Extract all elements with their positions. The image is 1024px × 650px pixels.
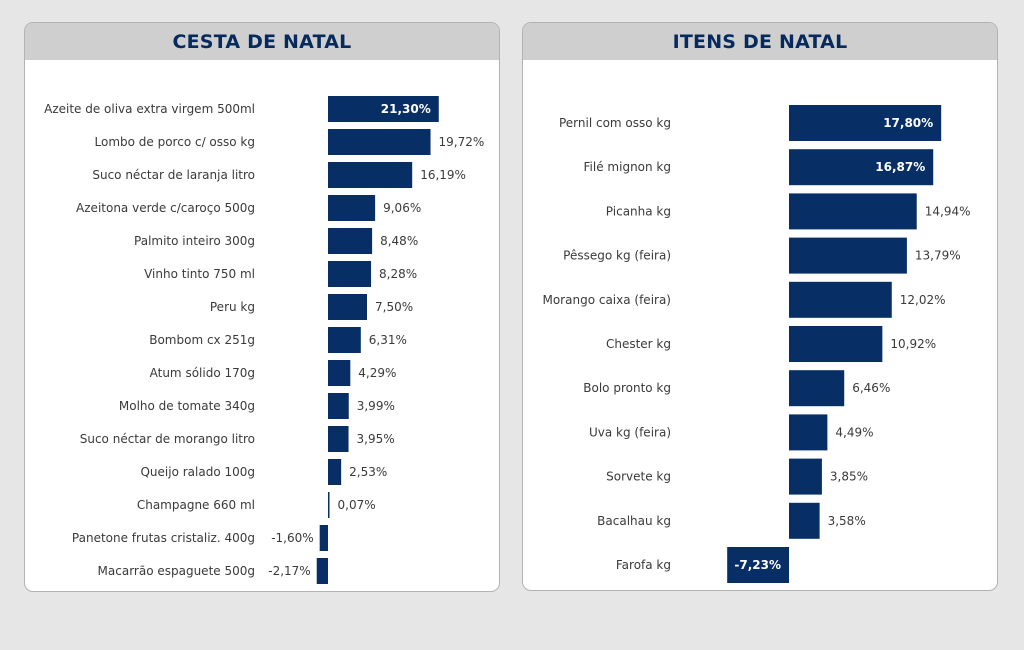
bar-bacalhau-kg[interactable] bbox=[789, 502, 820, 539]
bar-bolo-pronto-kg[interactable] bbox=[789, 370, 845, 407]
bar-morango-caixa-feira[interactable] bbox=[789, 281, 892, 318]
bar-chester-kg[interactable] bbox=[789, 326, 883, 362]
category-label-uva-kg-feira: Uva kg (feira) bbox=[589, 425, 671, 439]
bar-pernil-com-osso-kg[interactable] bbox=[789, 105, 942, 141]
data-label-azeite-de-oliva-extra-virgem-500ml: 21,30% bbox=[381, 102, 431, 116]
data-label-suco-nectar-de-morango-litro: 3,95% bbox=[357, 432, 395, 446]
category-label-suco-nectar-de-laranja-litro: Suco néctar de laranja litro bbox=[92, 168, 255, 182]
data-label-chester-kg: 10,92% bbox=[890, 337, 936, 351]
category-label-farofa-kg: Farofa kg bbox=[616, 558, 671, 572]
bar-champagne-660-ml[interactable] bbox=[328, 492, 330, 518]
bar-file-mignon-kg[interactable] bbox=[789, 149, 934, 186]
category-label-chester-kg: Chester kg bbox=[606, 337, 671, 351]
category-label-panetone-frutas-cristaliz-400g: Panetone frutas cristaliz. 400g bbox=[72, 531, 255, 545]
category-label-lombo-de-porco-c-osso-kg: Lombo de porco c/ osso kg bbox=[95, 135, 256, 149]
category-label-azeitona-verde-c-caroco-500g: Azeitona verde c/caroço 500g bbox=[76, 201, 255, 215]
data-label-uva-kg-feira: 4,49% bbox=[835, 425, 873, 439]
bar-lombo-de-porco-c-osso-kg[interactable] bbox=[328, 129, 431, 155]
bar-chart-cesta-de-natal: Azeite de oliva extra virgem 500ml 21,30%… bbox=[44, 96, 485, 584]
panel-header: ITENS DE NATAL bbox=[523, 23, 997, 60]
data-label-sorvete-kg: 3,85% bbox=[830, 470, 868, 484]
data-label-palmito-inteiro-300g: 8,48% bbox=[380, 234, 418, 248]
category-label-pernil-com-osso-kg: Pernil com osso kg bbox=[559, 116, 671, 130]
bar-pessego-kg-feira[interactable] bbox=[789, 237, 907, 274]
category-label-vinho-tinto-750-ml: Vinho tinto 750 ml bbox=[144, 267, 255, 281]
data-label-picanha-kg: 14,94% bbox=[925, 204, 971, 218]
category-label-bacalhau-kg: Bacalhau kg bbox=[597, 514, 671, 528]
bar-suco-nectar-de-laranja-litro[interactable] bbox=[328, 162, 413, 188]
category-label-peru-kg: Peru kg bbox=[210, 300, 255, 314]
data-label-atum-solido-170g: 4,29% bbox=[358, 366, 396, 380]
category-label-morango-caixa-feira: Morango caixa (feira) bbox=[542, 293, 671, 307]
bar-macarrao-espaguete-500g[interactable] bbox=[316, 558, 328, 584]
bar-palmito-inteiro-300g[interactable] bbox=[328, 228, 373, 254]
bar-vinho-tinto-750-ml[interactable] bbox=[328, 261, 372, 287]
bar-chart-itens-de-natal: Pernil com osso kg 17,80% Filé mignon kg 16… bbox=[542, 105, 971, 583]
data-label-bacalhau-kg: 3,58% bbox=[828, 514, 866, 528]
data-label-panetone-frutas-cristaliz-400g: -1,60% bbox=[271, 531, 313, 545]
data-label-lombo-de-porco-c-osso-kg: 19,72% bbox=[439, 135, 485, 149]
category-label-palmito-inteiro-300g: Palmito inteiro 300g bbox=[134, 234, 255, 248]
category-label-atum-solido-170g: Atum sólido 170g bbox=[150, 366, 255, 380]
category-label-bolo-pronto-kg: Bolo pronto kg bbox=[583, 381, 671, 395]
data-label-vinho-tinto-750-ml: 8,28% bbox=[379, 267, 417, 281]
panel-itens-de-natal: ITENS DE NATAL Pernil com osso kg 17,80% F… bbox=[522, 22, 998, 591]
data-label-pessego-kg-feira: 13,79% bbox=[915, 249, 961, 263]
panel-title: ITENS DE NATAL bbox=[672, 30, 848, 53]
category-label-picanha-kg: Picanha kg bbox=[606, 204, 671, 218]
bar-sorvete-kg[interactable] bbox=[789, 458, 822, 495]
bar-panetone-frutas-cristaliz-400g[interactable] bbox=[319, 525, 328, 551]
category-label-pessego-kg-feira: Pêssego kg (feira) bbox=[563, 249, 671, 263]
bar-queijo-ralado-100g[interactable] bbox=[328, 459, 342, 485]
bar-atum-solido-170g[interactable] bbox=[328, 360, 351, 386]
category-label-bombom-cx-251g: Bombom cx 251g bbox=[149, 333, 255, 347]
data-label-suco-nectar-de-laranja-litro: 16,19% bbox=[420, 168, 466, 182]
panel-title: CESTA DE NATAL bbox=[172, 30, 352, 53]
bar-azeitona-verde-c-caroco-500g[interactable] bbox=[328, 195, 376, 221]
data-label-bolo-pronto-kg: 6,46% bbox=[852, 381, 890, 395]
panel-cesta-de-natal: CESTA DE NATAL Azeite de oliva extra vir… bbox=[24, 22, 500, 592]
data-label-morango-caixa-feira: 12,02% bbox=[900, 293, 946, 307]
data-label-molho-de-tomate-340g: 3,99% bbox=[357, 399, 395, 413]
category-label-macarrao-espaguete-500g: Macarrão espaguete 500g bbox=[98, 564, 255, 578]
data-label-file-mignon-kg: 16,87% bbox=[875, 160, 925, 174]
data-label-macarrao-espaguete-500g: -2,17% bbox=[268, 564, 310, 578]
data-label-pernil-com-osso-kg: 17,80% bbox=[883, 116, 933, 130]
category-label-suco-nectar-de-morango-litro: Suco néctar de morango litro bbox=[80, 432, 255, 446]
category-label-queijo-ralado-100g: Queijo ralado 100g bbox=[140, 465, 255, 479]
bar-peru-kg[interactable] bbox=[328, 294, 367, 320]
data-label-queijo-ralado-100g: 2,53% bbox=[349, 465, 387, 479]
bar-bombom-cx-251g[interactable] bbox=[328, 327, 361, 353]
bar-molho-de-tomate-340g[interactable] bbox=[328, 393, 349, 419]
data-label-peru-kg: 7,50% bbox=[375, 300, 413, 314]
data-label-champagne-660-ml: 0,07% bbox=[338, 498, 376, 512]
data-label-farofa-kg: -7,23% bbox=[734, 558, 781, 572]
data-label-bombom-cx-251g: 6,31% bbox=[369, 333, 407, 347]
category-label-champagne-660-ml: Champagne 660 ml bbox=[137, 498, 255, 512]
bar-azeite-de-oliva-extra-virgem-500ml[interactable] bbox=[328, 96, 439, 122]
category-label-molho-de-tomate-340g: Molho de tomate 340g bbox=[119, 399, 255, 413]
category-label-file-mignon-kg: Filé mignon kg bbox=[584, 160, 671, 174]
category-label-sorvete-kg: Sorvete kg bbox=[606, 470, 671, 484]
panel-header: CESTA DE NATAL bbox=[25, 23, 499, 60]
bar-uva-kg-feira[interactable] bbox=[789, 414, 828, 451]
bar-suco-nectar-de-morango-litro[interactable] bbox=[328, 426, 349, 452]
bar-picanha-kg[interactable] bbox=[789, 193, 917, 230]
category-label-azeite-de-oliva-extra-virgem-500ml: Azeite de oliva extra virgem 500ml bbox=[44, 102, 255, 116]
bar-farofa-kg[interactable] bbox=[727, 547, 789, 583]
data-label-azeitona-verde-c-caroco-500g: 9,06% bbox=[383, 201, 421, 215]
